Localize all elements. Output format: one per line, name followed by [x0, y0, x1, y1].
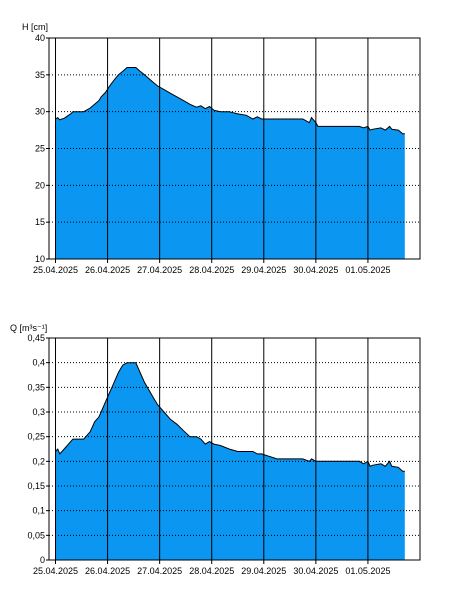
- x-tick-label: 26.04.2025: [85, 265, 130, 275]
- y-tick-label: 0,25: [27, 432, 45, 442]
- y-tick-label: 40: [35, 33, 45, 43]
- y-tick-label: 0: [40, 555, 45, 565]
- plot-frame: [48, 37, 421, 260]
- y-tick-label: 35: [35, 70, 45, 80]
- series-line: [55, 67, 405, 135]
- series-area: [55, 67, 405, 259]
- y-axis-label: H [cm]: [22, 22, 48, 32]
- x-tick-label: 27.04.2025: [137, 265, 182, 275]
- y-tick-label: 25: [35, 144, 45, 154]
- y-tick-label: 0,05: [27, 530, 45, 540]
- y-tick-label: 10: [35, 254, 45, 264]
- discharge-chart: Q [m³s⁻¹] 0 0,05 0,1 0,15 0,2 0,25 0,3 0,35 0,4 0…: [10, 323, 421, 576]
- y-tick-label: 0,4: [32, 358, 45, 368]
- x-tick-label: 29.04.2025: [241, 265, 286, 275]
- x-tick-label: 30.04.2025: [293, 265, 338, 275]
- x-tick-label: 25.04.2025: [33, 566, 78, 576]
- y-tick-label: 0,35: [27, 382, 45, 392]
- x-tick-label: 25.04.2025: [33, 265, 78, 275]
- y-tick-label: 0,45: [27, 333, 45, 343]
- y-tick-label: 0,3: [32, 407, 45, 417]
- x-tick-label: 01.05.2025: [345, 566, 390, 576]
- y-tick-label: 0,15: [27, 481, 45, 491]
- water-level-chart: H [cm] 10 15 20 25 30 35 40 25.04.2025 26.04.202…: [22, 22, 421, 275]
- x-tick-label: 28.04.2025: [189, 566, 234, 576]
- y-tick-label: 0,1: [32, 506, 45, 516]
- x-tick-label: 29.04.2025: [241, 566, 286, 576]
- plot-frame: [48, 337, 421, 561]
- x-tick-label: 27.04.2025: [137, 566, 182, 576]
- x-tick-label: 30.04.2025: [293, 566, 338, 576]
- y-tick-label: 30: [35, 107, 45, 117]
- y-tick-label: 0,2: [32, 456, 45, 466]
- y-tick-label: 15: [35, 217, 45, 227]
- y-axis-label: Q [m³s⁻¹]: [10, 323, 47, 333]
- y-tick-label: 20: [35, 180, 45, 190]
- x-tick-label: 26.04.2025: [85, 566, 130, 576]
- x-tick-label: 01.05.2025: [345, 265, 390, 275]
- x-tick-label: 28.04.2025: [189, 265, 234, 275]
